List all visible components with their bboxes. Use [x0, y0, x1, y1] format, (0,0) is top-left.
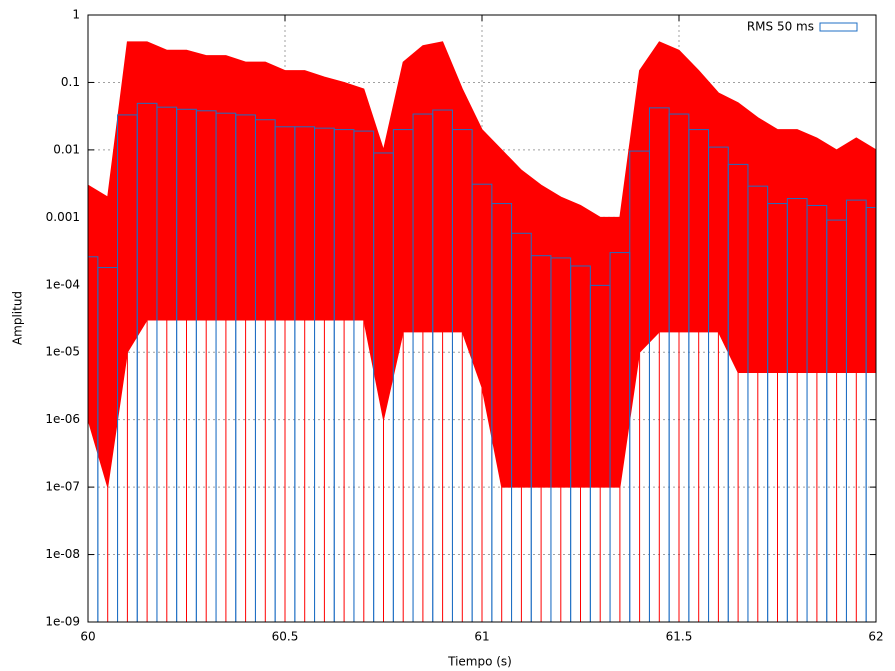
rms-box: [865, 206, 876, 622]
y-tick-label: 1e-09: [45, 615, 80, 629]
y-tick-label: 1e-06: [45, 412, 80, 426]
y-tick-label: 1e-04: [45, 277, 80, 291]
x-tick-label: 60.5: [272, 630, 299, 644]
y-axis-label: Amplitud: [11, 291, 25, 345]
x-tick-label: 60: [80, 630, 95, 644]
plot-frame: [87, 14, 877, 623]
y-tick-label: 0.1: [61, 75, 80, 89]
y-tick-label: 0.01: [53, 142, 80, 156]
y-tick-label: 0.001: [46, 210, 80, 224]
y-tick-label: 1e-08: [45, 547, 80, 561]
waveform-band: [88, 41, 876, 488]
legend-label: RMS 50 ms: [747, 20, 814, 34]
x-tick-label: 61: [474, 630, 489, 644]
x-tick-label: 61.5: [666, 630, 693, 644]
y-tick-label: 1e-07: [45, 480, 80, 494]
x-tick-label: 62: [868, 630, 883, 644]
legend-swatch: [819, 22, 858, 32]
y-tick-label: 1: [72, 8, 80, 22]
y-tick-label: 1e-05: [45, 345, 80, 359]
plot-area: [88, 41, 876, 622]
x-axis-label: Tiempo (s): [447, 655, 512, 669]
